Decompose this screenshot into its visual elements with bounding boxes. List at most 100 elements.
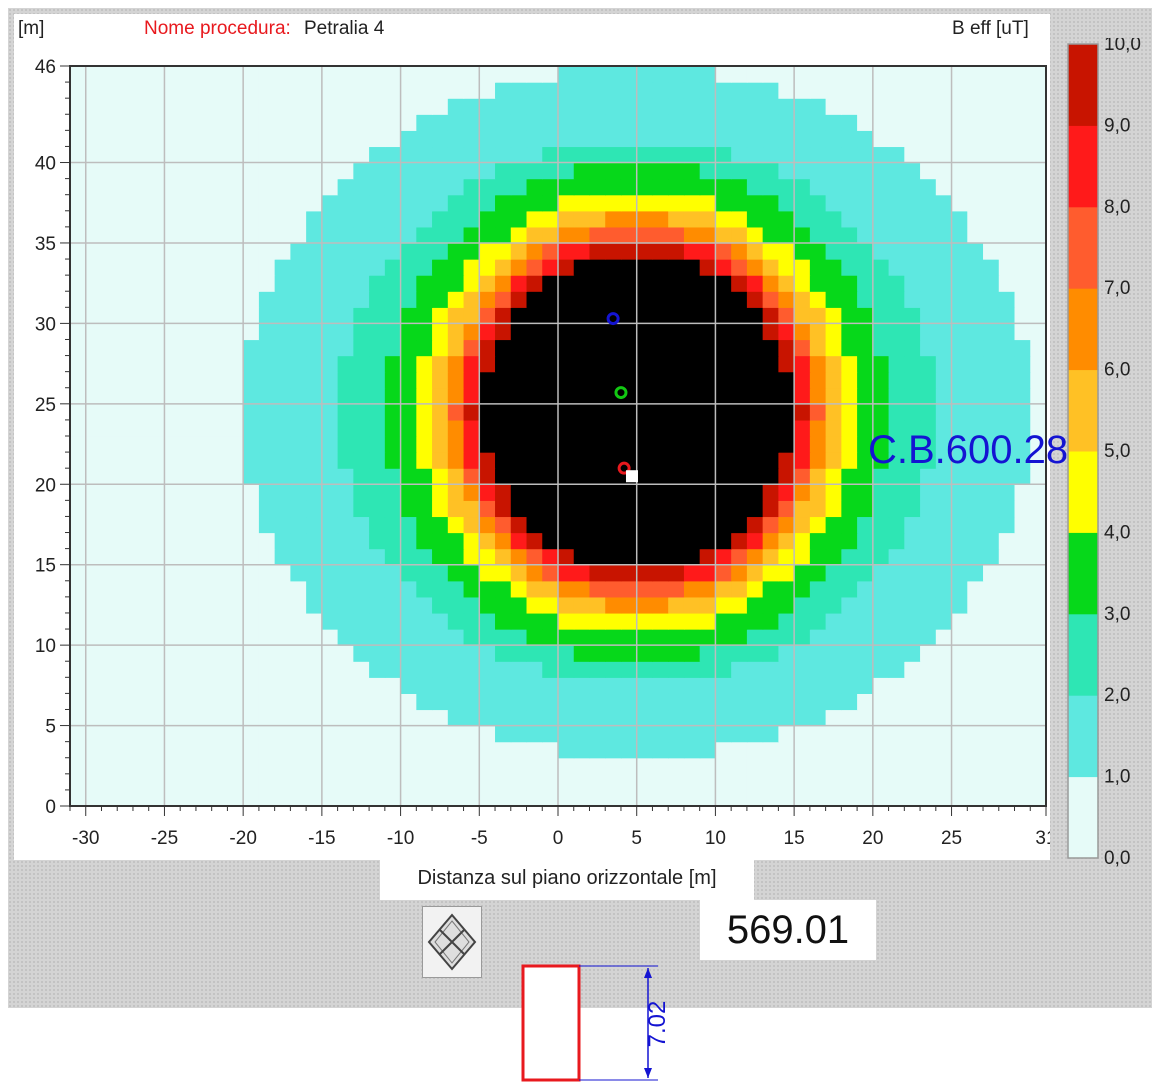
heatmap-cell xyxy=(746,403,764,421)
heatmap-cell xyxy=(778,580,795,598)
heatmap-cell xyxy=(605,323,622,341)
y-tick-label: 5 xyxy=(45,717,56,738)
heatmap-cell xyxy=(1014,98,1031,115)
heatmap-cell xyxy=(495,178,512,196)
heatmap-cell xyxy=(542,580,559,598)
heatmap-cell xyxy=(321,741,339,759)
heatmap-cell xyxy=(164,741,181,759)
heatmap-cell xyxy=(778,629,795,646)
heatmap-cell xyxy=(447,741,465,759)
heatmap-cell xyxy=(447,661,465,678)
heatmap-cell xyxy=(369,403,386,421)
heatmap-cell xyxy=(243,130,260,148)
heatmap-cell xyxy=(762,773,779,791)
heatmap-cell xyxy=(1014,629,1031,646)
heatmap-cell xyxy=(148,259,166,276)
heatmap-cell xyxy=(117,580,134,598)
heatmap-cell xyxy=(573,242,591,260)
heatmap-cell xyxy=(872,162,890,180)
heatmap-cell xyxy=(195,387,213,405)
heatmap-cell xyxy=(180,693,197,711)
heatmap-cell xyxy=(652,789,669,807)
heatmap-cell xyxy=(794,98,811,115)
heatmap-cell xyxy=(85,130,103,148)
heatmap-cell xyxy=(384,629,402,646)
heatmap-cell xyxy=(683,789,701,807)
heatmap-cell xyxy=(636,629,654,646)
heatmap-cell xyxy=(841,210,858,228)
heatmap-cell xyxy=(983,709,1000,727)
heatmap-cell xyxy=(573,419,591,437)
heatmap-cell xyxy=(998,789,1016,807)
heatmap-cell xyxy=(1014,564,1031,582)
heatmap-cell xyxy=(400,307,417,324)
heatmap-cell xyxy=(1030,725,1047,743)
heatmap-cell xyxy=(479,629,496,646)
heatmap-cell xyxy=(746,580,764,598)
heatmap-cell xyxy=(888,516,905,534)
heatmap-cell xyxy=(668,773,685,791)
heatmap-cell xyxy=(70,275,87,292)
heatmap-cell xyxy=(558,82,575,99)
zoom-button[interactable] xyxy=(422,906,482,978)
heatmap-cell xyxy=(416,339,433,357)
heatmap-cell xyxy=(857,323,874,341)
heatmap-cell xyxy=(243,629,260,646)
heatmap-cell xyxy=(841,612,858,630)
heatmap-cell xyxy=(746,82,764,99)
heatmap-cell xyxy=(243,580,260,598)
heatmap-cell xyxy=(211,403,229,421)
heatmap-cell xyxy=(841,548,858,566)
heatmap-cell xyxy=(274,194,291,212)
heatmap-cell xyxy=(920,419,937,437)
heatmap-cell xyxy=(447,259,465,276)
heatmap-cell xyxy=(180,194,197,212)
heatmap-cell xyxy=(70,789,87,807)
heatmap-cell xyxy=(825,741,842,759)
heatmap-cell xyxy=(117,339,134,357)
heatmap-cell xyxy=(495,419,512,437)
heatmap-cell xyxy=(479,436,496,453)
heatmap-cell xyxy=(998,452,1016,469)
heatmap-cell xyxy=(967,532,984,550)
heatmap-cell xyxy=(290,114,307,131)
heatmap-cell xyxy=(101,629,118,646)
heatmap-cell xyxy=(620,789,638,807)
heatmap-cell xyxy=(668,564,685,582)
heatmap-cell xyxy=(636,757,654,775)
heatmap-cell xyxy=(809,146,827,164)
heatmap-cell xyxy=(369,323,386,341)
heatmap-cell xyxy=(636,484,654,501)
heatmap-cell xyxy=(495,82,512,99)
heatmap-cell xyxy=(951,371,968,389)
heatmap-cell xyxy=(70,114,87,131)
heatmap-cell xyxy=(636,612,654,630)
heatmap-cell xyxy=(558,741,575,759)
heatmap-cell xyxy=(715,259,732,276)
heatmap-cell xyxy=(321,677,339,694)
heatmap-cell xyxy=(778,355,795,373)
heatmap-cell xyxy=(321,468,339,485)
heatmap-cell xyxy=(715,162,732,180)
heatmap-cell xyxy=(117,500,134,518)
heatmap-cell xyxy=(243,468,260,485)
heatmap-cell xyxy=(180,564,197,582)
heatmap-cell xyxy=(447,452,465,469)
heatmap-cell xyxy=(132,500,150,518)
heatmap-cell xyxy=(620,629,638,646)
heatmap-cell xyxy=(809,629,827,646)
heatmap-cell xyxy=(857,114,874,131)
heatmap-cell xyxy=(432,468,449,485)
heatmap-cell xyxy=(353,548,370,566)
heatmap-cell xyxy=(652,130,669,148)
heatmap-cell xyxy=(794,452,811,469)
heatmap-cell xyxy=(148,194,166,212)
heatmap-cell xyxy=(935,532,953,550)
heatmap-cell xyxy=(652,532,669,550)
heatmap-cell xyxy=(888,130,905,148)
heatmap-cell xyxy=(258,500,276,518)
heatmap-cell xyxy=(195,98,213,115)
heatmap-cell xyxy=(180,757,197,775)
heatmap-cell xyxy=(778,661,795,678)
heatmap-cell xyxy=(1030,339,1047,357)
